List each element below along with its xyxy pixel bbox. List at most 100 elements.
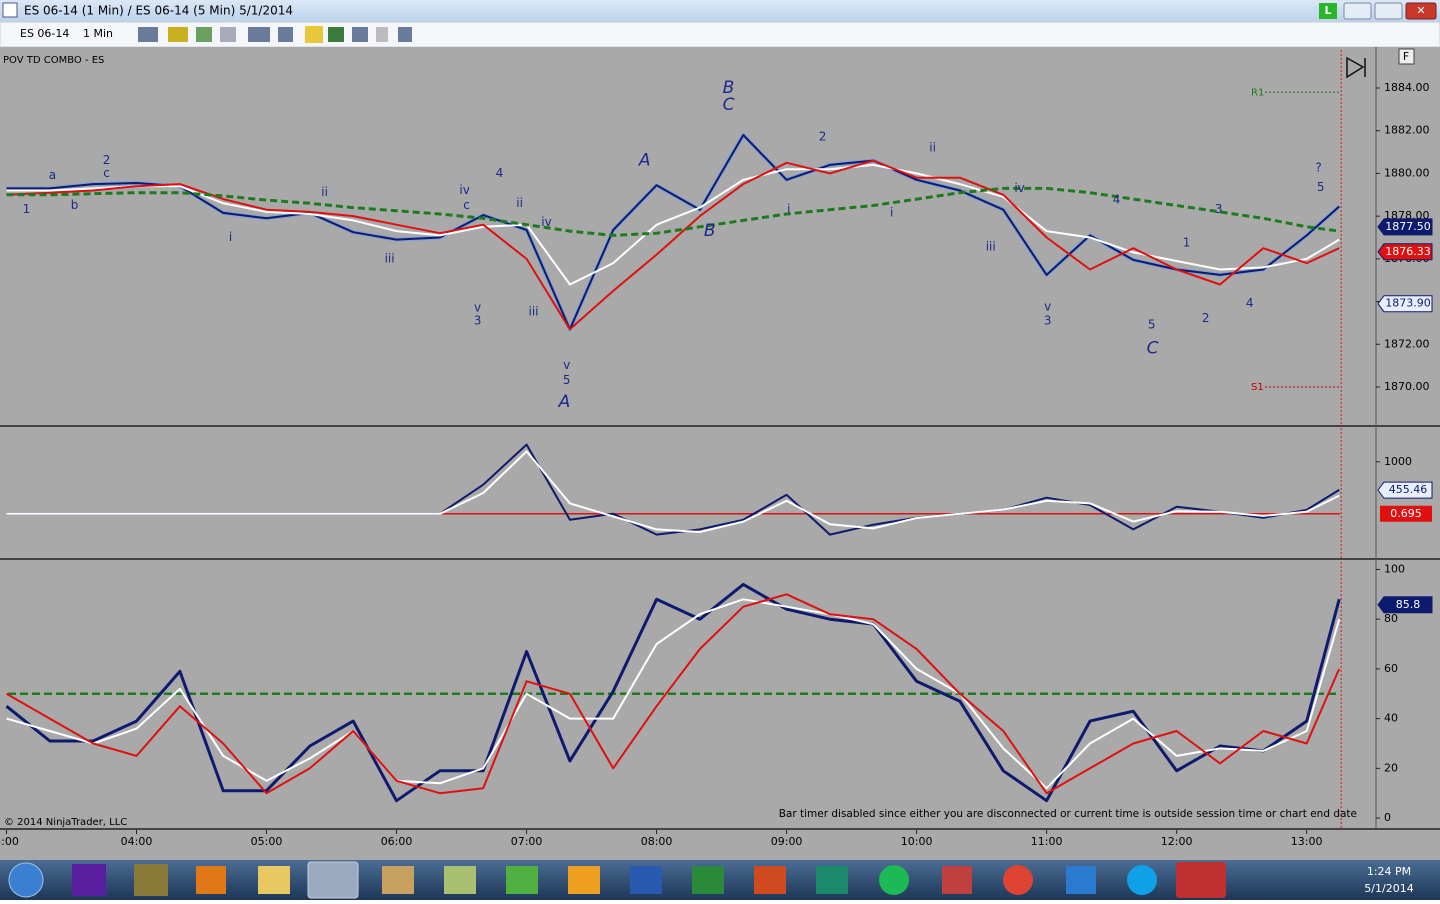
series-line — [6, 159, 1340, 331]
app-excel[interactable] — [692, 866, 724, 894]
level-label: R1 — [1251, 87, 1264, 98]
wave-label: v — [1044, 299, 1051, 313]
start-button[interactable] — [8, 862, 44, 898]
wave-label: a — [49, 168, 56, 182]
app-yahoo[interactable] — [72, 864, 106, 896]
value-tag — [1377, 218, 1433, 236]
wave-label: 1 — [1183, 235, 1191, 249]
app-game[interactable] — [134, 864, 168, 896]
y-tick-label: 1884.00 — [1384, 81, 1430, 94]
wave-label: c — [103, 166, 110, 180]
wave-label: 2 — [1202, 311, 1210, 325]
app-kaspersky[interactable] — [1176, 862, 1226, 898]
wave-label: ii — [321, 185, 328, 199]
close-button[interactable] — [1405, 2, 1437, 20]
app-ninjatrader[interactable] — [307, 861, 359, 899]
wave-label: 4 — [1246, 296, 1254, 310]
app-skype[interactable] — [1127, 865, 1157, 895]
x-tick-label: 10:00 — [901, 835, 933, 848]
instrument-selector[interactable]: ES 06-14 — [20, 27, 69, 40]
app-powerpoint[interactable] — [754, 866, 786, 894]
value-tag-label: 1873.90 — [1385, 297, 1431, 310]
value-tag-label: 0.695 — [1390, 507, 1422, 520]
zoom-icon[interactable] — [196, 27, 212, 42]
y-tick-label: 0 — [1384, 811, 1391, 824]
series-line — [6, 163, 1340, 286]
app-word[interactable] — [630, 866, 662, 894]
zoom-out-icon[interactable] — [220, 27, 236, 42]
series-line — [5, 582, 1341, 803]
bar-type-icon[interactable] — [138, 27, 158, 42]
app-outlook[interactable] — [568, 866, 600, 894]
app-spotify[interactable] — [879, 865, 909, 895]
wave-label: 4 — [496, 166, 504, 180]
panel-button-label: F — [1403, 50, 1409, 63]
app-notes[interactable] — [444, 866, 476, 894]
app-media[interactable] — [196, 866, 226, 894]
panel-button[interactable] — [1398, 48, 1415, 65]
wave-label: C — [723, 95, 735, 115]
wave-label: A — [638, 151, 651, 171]
link-label: L — [1324, 4, 1331, 17]
y-tick-label: 1872.00 — [1384, 337, 1430, 350]
wave-label: B — [723, 78, 735, 98]
app-chrome[interactable] — [1003, 865, 1033, 895]
x-tick-label: 04:00 — [121, 835, 153, 848]
minimize-button[interactable] — [1343, 2, 1372, 20]
wave-label: ii — [929, 140, 936, 154]
y-tick-label: 1870.00 — [1384, 380, 1430, 393]
wave-label: ? — [1315, 161, 1321, 175]
x-tick-label: 3:00 — [0, 835, 19, 848]
chart-area — [0, 47, 1440, 860]
properties-icon[interactable] — [398, 27, 412, 42]
clock-time: 1:24 PM — [1367, 865, 1411, 878]
wave-label: i — [229, 230, 232, 244]
series-line — [6, 593, 1341, 795]
value-tag-label: 455.46 — [1389, 483, 1428, 496]
value-tag — [1380, 505, 1432, 522]
wave-label: 3 — [474, 313, 482, 327]
wave-label: 3 — [1215, 202, 1223, 216]
draw-icon[interactable] — [168, 27, 188, 42]
charts: POV TD COMBO - ES1870.001872.001874.0018… — [0, 47, 1440, 848]
search-icon[interactable] — [278, 27, 293, 42]
y-tick-label: 1880.00 — [1384, 166, 1430, 179]
wave-label: iv — [1014, 181, 1024, 195]
x-tick-label: 13:00 — [1291, 835, 1323, 848]
indicator-title: POV TD COMBO - ES — [3, 55, 104, 66]
app-explorer[interactable] — [258, 866, 290, 894]
wave-label: 5 — [563, 373, 571, 387]
value-tag — [1377, 243, 1433, 261]
y-tick-label: 20 — [1384, 761, 1398, 774]
toolbar-icons[interactable] — [138, 26, 412, 43]
app-green[interactable] — [506, 866, 538, 894]
app-publisher[interactable] — [816, 866, 848, 894]
indicator-icon[interactable] — [305, 26, 323, 43]
app-compass[interactable] — [382, 866, 414, 894]
cursor-icon[interactable] — [248, 27, 270, 42]
scroll-end-icon[interactable] — [1346, 56, 1366, 79]
chart-icon[interactable] — [352, 27, 368, 42]
restore-button[interactable] — [1374, 2, 1403, 20]
wave-label: iii — [986, 240, 996, 254]
wave-label: iii — [385, 251, 395, 265]
wave-label: iv — [541, 215, 551, 229]
level-label: S1 — [1251, 382, 1264, 393]
clock-date: 5/1/2014 — [1364, 882, 1413, 895]
copyright: © 2014 NinjaTrader, LLC — [4, 817, 127, 828]
app-red[interactable] — [942, 866, 972, 894]
strategy-icon[interactable] — [328, 27, 344, 42]
x-tick-label: 11:00 — [1031, 835, 1063, 848]
y-tick-label: 1882.00 — [1384, 124, 1430, 137]
app-teamviewer[interactable] — [1066, 866, 1096, 894]
data-icon[interactable] — [376, 27, 388, 42]
link-button[interactable] — [1319, 3, 1337, 19]
interval-selector[interactable]: 1 Min — [83, 27, 113, 40]
value-tag — [1377, 481, 1433, 499]
bar-timer-note: Bar timer disabled since either you are … — [779, 808, 1357, 820]
toolbar — [0, 21, 1440, 48]
wave-label: 3 — [1044, 313, 1052, 327]
x-tick-label: 12:00 — [1161, 835, 1193, 848]
wave-label: i — [890, 205, 893, 219]
y-tick-label: 1000 — [1384, 455, 1412, 468]
